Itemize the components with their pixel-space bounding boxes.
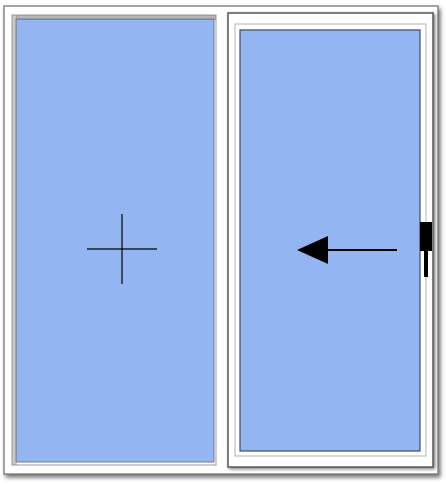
right-sliding-panel	[227, 12, 434, 468]
left-glass	[15, 18, 215, 463]
right-glass	[239, 29, 421, 452]
window-handle	[420, 222, 432, 277]
arrow-left-icon	[297, 236, 397, 264]
crosshair-icon	[87, 214, 157, 284]
left-fixed-panel	[11, 14, 217, 466]
